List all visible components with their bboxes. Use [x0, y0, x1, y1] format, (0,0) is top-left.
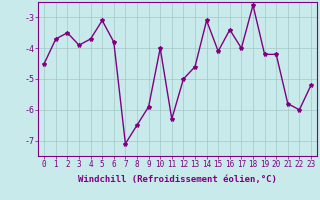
X-axis label: Windchill (Refroidissement éolien,°C): Windchill (Refroidissement éolien,°C) — [78, 175, 277, 184]
